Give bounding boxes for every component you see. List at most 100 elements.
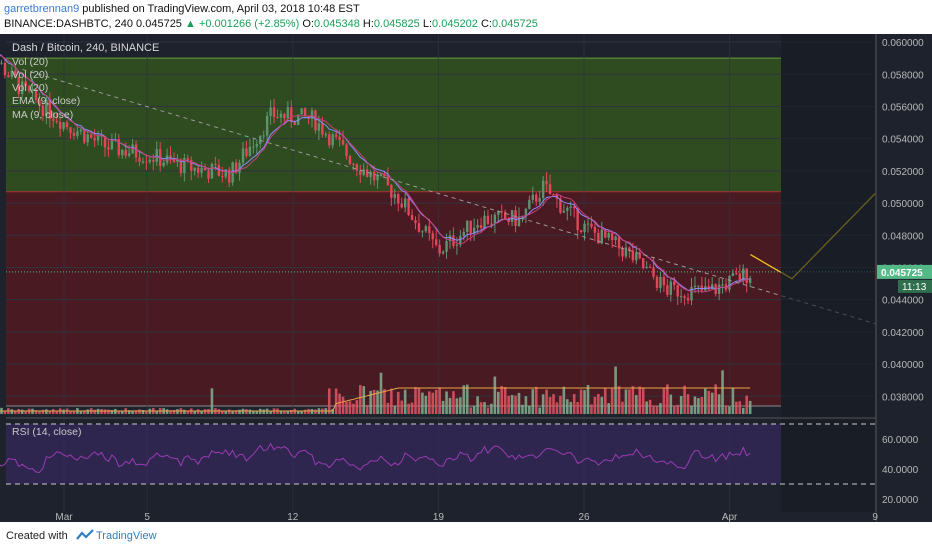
volume-bar xyxy=(110,410,114,414)
legend-vol-1: Vol (20) xyxy=(12,56,48,68)
volume-bar xyxy=(248,409,252,414)
time-tick-label: 19 xyxy=(433,512,445,522)
volume-bar xyxy=(528,405,531,414)
candle-body xyxy=(369,171,372,177)
volume-bar xyxy=(334,388,338,414)
candle-body xyxy=(707,286,710,289)
candle-body xyxy=(559,198,562,213)
candle-body xyxy=(469,220,472,234)
volume-bar xyxy=(490,403,493,414)
candle-body xyxy=(228,169,231,183)
candle-body xyxy=(379,173,383,176)
volume-bar xyxy=(234,410,238,414)
candle-body xyxy=(441,251,445,254)
candle-body xyxy=(310,110,314,119)
volume-bar xyxy=(583,390,586,414)
volume-bar xyxy=(597,394,600,414)
candle-body xyxy=(628,247,631,251)
candle-body xyxy=(435,239,438,245)
volume-bar xyxy=(476,396,479,414)
volume-bar xyxy=(731,388,735,414)
candle-body xyxy=(303,108,307,117)
candle-body xyxy=(407,198,410,216)
candle-body xyxy=(276,116,279,118)
candle-body xyxy=(148,159,152,162)
candle-body xyxy=(231,162,234,183)
candle-body xyxy=(24,81,27,87)
price-tick-label: 0.052000 xyxy=(882,167,924,178)
last-price-label: 0.045725 xyxy=(881,268,923,279)
volume-bar xyxy=(590,404,593,414)
volume-bar xyxy=(348,401,352,414)
volume-bar xyxy=(586,385,590,414)
candle-body xyxy=(476,225,479,228)
volume-bar xyxy=(617,386,621,414)
price-chart[interactable]: 0.060000 0.058000 0.056000 0.054000 0.052000… xyxy=(0,34,932,522)
volume-bar xyxy=(296,410,300,414)
volume-ma-line xyxy=(0,387,751,412)
volume-bar xyxy=(514,395,517,414)
candle-body xyxy=(283,113,286,119)
volume-bar xyxy=(165,409,169,414)
candle-body xyxy=(65,122,69,128)
candle-body xyxy=(10,70,14,77)
candle-body xyxy=(245,148,248,156)
candle-body xyxy=(190,159,193,171)
volume-bar xyxy=(521,404,524,414)
candle-body xyxy=(500,211,503,213)
candle-body xyxy=(7,75,10,77)
candle-body xyxy=(590,223,593,227)
volume-bar xyxy=(621,401,624,414)
candle-body xyxy=(390,184,393,198)
rsi-tick-label: 40.0000 xyxy=(882,465,919,476)
candle-body xyxy=(455,244,459,246)
volume-bar xyxy=(438,387,441,414)
volume-bar xyxy=(679,396,683,414)
volume-bar xyxy=(552,394,555,414)
candle-body xyxy=(321,123,324,135)
tradingview-brand[interactable]: TradingView xyxy=(96,530,157,542)
candle-body xyxy=(252,146,255,148)
candle-body xyxy=(548,184,552,195)
volume-bar xyxy=(417,388,421,414)
open-label: O: xyxy=(302,18,314,30)
volume-bar xyxy=(545,389,548,414)
volume-bar xyxy=(707,390,711,414)
candle-body xyxy=(38,99,41,106)
volume-bar xyxy=(738,401,742,414)
volume-bar xyxy=(390,388,393,414)
volume-bar xyxy=(635,395,638,414)
author-link[interactable]: garretbrennan9 xyxy=(4,3,80,15)
volume-bar xyxy=(238,409,241,414)
candle-body xyxy=(652,267,655,277)
volume-bar xyxy=(269,410,272,414)
candle-body xyxy=(610,233,614,241)
candle-body xyxy=(314,110,317,131)
volume-bar xyxy=(14,410,17,414)
candle-body xyxy=(58,122,62,129)
candle-body xyxy=(410,215,414,221)
candle-body xyxy=(731,273,735,276)
candle-body xyxy=(279,113,283,118)
candle-body xyxy=(145,161,148,163)
time-tick-label: 5 xyxy=(144,512,150,522)
rsi-tick-label: 60.0000 xyxy=(882,435,919,446)
candle-body xyxy=(479,225,483,228)
volume-bar xyxy=(117,411,121,414)
candle-body xyxy=(79,129,83,132)
volume-bar xyxy=(72,411,76,414)
volume-bar xyxy=(686,394,690,414)
volume-bar xyxy=(472,405,476,414)
volume-bar xyxy=(400,400,403,414)
candle-body xyxy=(472,227,476,234)
rsi-label: RSI (14, close) xyxy=(12,426,81,438)
candle-body xyxy=(724,284,728,290)
candle-body xyxy=(742,268,745,281)
volume-bar xyxy=(41,409,45,414)
candle-body xyxy=(207,170,210,179)
published-text: published on TradingView.com, April 03, … xyxy=(82,3,360,15)
volume-bar xyxy=(141,409,145,414)
candle-body xyxy=(248,146,252,156)
volume-bar xyxy=(345,401,348,414)
volume-bar xyxy=(741,407,745,414)
